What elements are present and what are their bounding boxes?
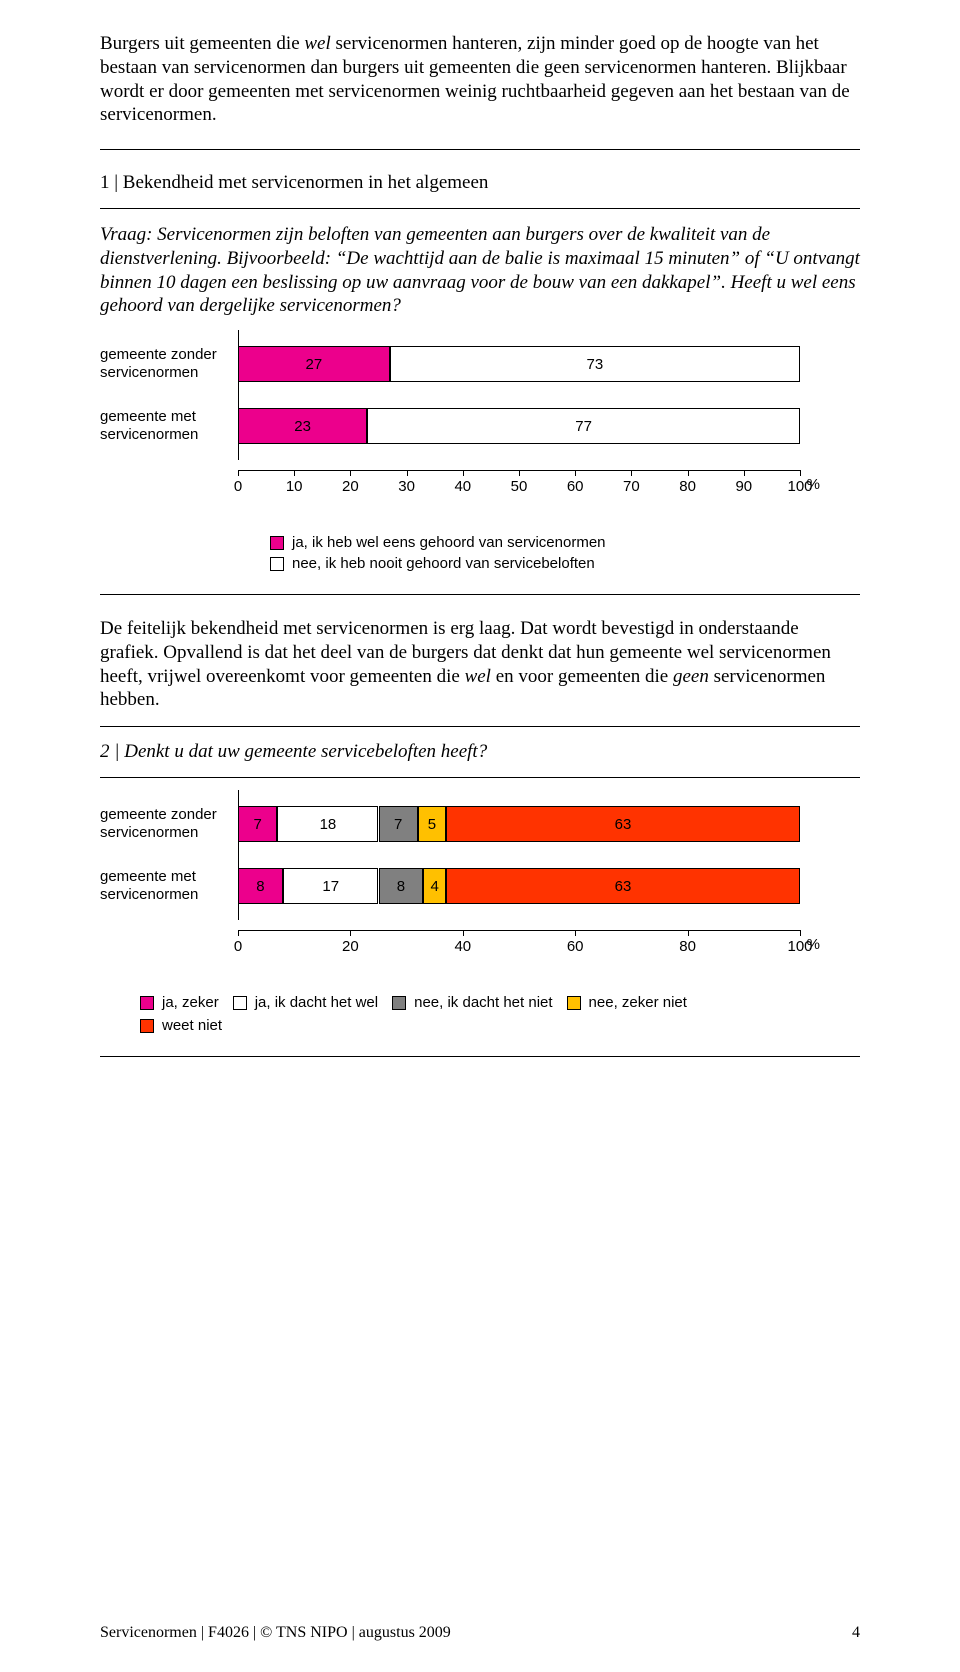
chart-legend-item: ja, ik heb wel eens gehoord van servicen… <box>270 534 800 551</box>
chart-bar-area: 2377 <box>238 408 800 444</box>
page-footer: Servicenormen | F4026 | © TNS NIPO | aug… <box>100 1624 860 1642</box>
chart-row: gemeente zonder servicenormen2773 <box>100 346 800 382</box>
mid-em2: geen <box>673 666 709 687</box>
chart-bar-segment: 4 <box>423 868 445 904</box>
legend-swatch <box>270 536 284 550</box>
legend-swatch <box>140 996 154 1010</box>
chart-x-tick-label: 20 <box>342 478 359 495</box>
chart-bar-segment: 77 <box>367 408 800 444</box>
chart-category-label: gemeente met servicenormen <box>100 408 238 444</box>
section1-title: 1 | Bekendheid met servicenormen in het … <box>100 172 860 194</box>
legend-label: nee, ik dacht het niet <box>414 994 552 1011</box>
chart-legend: ja, ik heb wel eens gehoord van servicen… <box>270 534 800 572</box>
chart-bar-area: 2773 <box>238 346 800 382</box>
chart-x-tick-label: 60 <box>567 478 584 495</box>
chart-bar-segment: 17 <box>283 868 379 904</box>
chart1: gemeente zonder servicenormen2773gemeent… <box>100 346 800 572</box>
chart-x-tick-label: 80 <box>679 938 696 955</box>
chart-legend: ja, zeker ja, ik dacht het wel nee, ik dac… <box>140 994 780 1034</box>
chart-x-axis: 020406080100% <box>238 930 800 990</box>
chart-legend-item: weet niet <box>140 1017 222 1034</box>
intro-em1: wel <box>304 33 330 54</box>
chart-bar-segment: 18 <box>277 806 378 842</box>
chart-legend-item: nee, zeker niet <box>567 994 687 1011</box>
legend-label: ja, ik heb wel eens gehoord van servicen… <box>292 534 606 551</box>
page: Burgers uit gemeenten die wel servicenor… <box>0 0 960 1672</box>
legend-label: nee, zeker niet <box>589 994 687 1011</box>
intro-run1: Burgers uit gemeenten die <box>100 33 304 54</box>
chart-category-label: gemeente met servicenormen <box>100 868 238 904</box>
chart-x-tick-label: 70 <box>623 478 640 495</box>
chart-x-tick-label: 50 <box>511 478 528 495</box>
chart-x-tick-label: 0 <box>234 938 242 955</box>
chart-legend-item: ja, zeker <box>140 994 219 1011</box>
chart-bar-segment: 23 <box>238 408 367 444</box>
divider <box>100 208 860 209</box>
chart-row: gemeente zonder servicenormen7187563 <box>100 806 800 842</box>
chart-x-tick-label: 30 <box>398 478 415 495</box>
chart-bar-segment: 7 <box>238 806 277 842</box>
legend-swatch <box>567 996 581 1010</box>
chart-percent-symbol: % <box>807 476 820 493</box>
divider <box>100 726 860 727</box>
footer-right: 4 <box>852 1624 860 1642</box>
divider <box>100 777 860 778</box>
chart-bar-segment: 8 <box>238 868 283 904</box>
chart-x-tick-label: 80 <box>679 478 696 495</box>
legend-swatch <box>270 557 284 571</box>
divider <box>100 594 860 595</box>
chart-bar-segment: 8 <box>379 868 424 904</box>
chart-x-tick-label: 90 <box>735 478 752 495</box>
chart-category-label: gemeente zonder servicenormen <box>100 806 238 842</box>
chart-bar-segment: 73 <box>390 346 800 382</box>
chart-legend-item: nee, ik dacht het niet <box>392 994 552 1011</box>
chart2: gemeente zonder servicenormen7187563geme… <box>100 806 800 1034</box>
chart-category-label: gemeente zonder servicenormen <box>100 346 238 382</box>
chart-x-axis: 0102030405060708090100% <box>238 470 800 530</box>
chart-bar-segment: 7 <box>379 806 418 842</box>
legend-label: ja, zeker <box>162 994 219 1011</box>
mid-run2: en voor gemeenten die <box>491 666 673 687</box>
legend-swatch <box>392 996 406 1010</box>
chart-x-tick-label: 40 <box>454 478 471 495</box>
mid-paragraph: De feitelijk bekendheid met servicenorme… <box>100 617 860 712</box>
chart-bar-segment: 63 <box>446 868 800 904</box>
chart-bar-segment: 27 <box>238 346 390 382</box>
chart-percent-symbol: % <box>807 936 820 953</box>
section1-question: Vraag: Servicenormen zijn beloften van g… <box>100 223 860 318</box>
legend-label: nee, ik heb nooit gehoord van servicebel… <box>292 555 595 572</box>
chart-row: gemeente met servicenormen2377 <box>100 408 800 444</box>
legend-swatch <box>140 1019 154 1033</box>
chart-legend-item: nee, ik heb nooit gehoord van servicebel… <box>270 555 800 572</box>
chart-legend-item: ja, ik dacht het wel <box>233 994 378 1011</box>
intro-paragraph: Burgers uit gemeenten die wel servicenor… <box>100 32 860 127</box>
chart-x-tick-label: 40 <box>454 938 471 955</box>
legend-swatch <box>233 996 247 1010</box>
mid-em1: wel <box>465 666 491 687</box>
chart-bar-area: 7187563 <box>238 806 800 842</box>
divider <box>100 1056 860 1057</box>
chart-bar-segment: 5 <box>418 806 446 842</box>
legend-label: ja, ik dacht het wel <box>255 994 378 1011</box>
chart-x-tick-label: 10 <box>286 478 303 495</box>
footer-left: Servicenormen | F4026 | © TNS NIPO | aug… <box>100 1624 451 1642</box>
chart-row: gemeente met servicenormen8178463 <box>100 868 800 904</box>
chart-x-tick-label: 20 <box>342 938 359 955</box>
chart-bar-area: 8178463 <box>238 868 800 904</box>
divider <box>100 149 860 150</box>
legend-label: weet niet <box>162 1017 222 1034</box>
chart-x-tick-label: 60 <box>567 938 584 955</box>
chart-x-tick-label: 0 <box>234 478 242 495</box>
chart-bar-segment: 63 <box>446 806 800 842</box>
section2-title: 2 | Denkt u dat uw gemeente servicebelof… <box>100 741 860 763</box>
